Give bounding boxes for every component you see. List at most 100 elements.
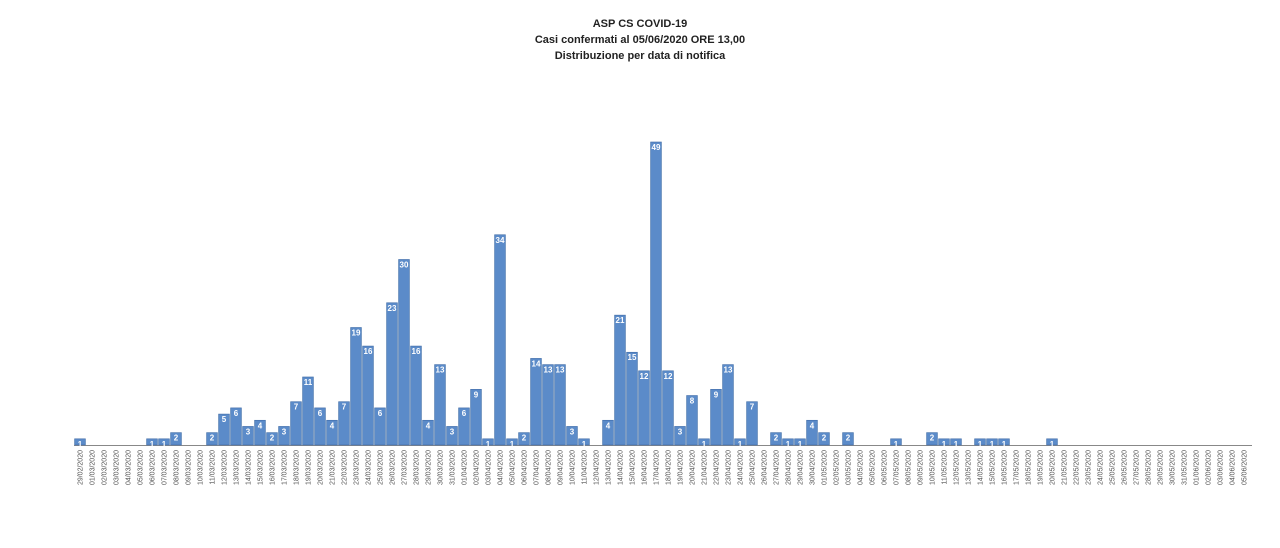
data-label: 30 bbox=[400, 260, 409, 269]
data-label: 3 bbox=[282, 427, 287, 436]
x-tick-label: 20/04/2020 bbox=[690, 450, 697, 485]
data-label: 2 bbox=[822, 434, 827, 443]
x-tick-label: 24/04/2020 bbox=[738, 450, 745, 485]
x-tick-label: 21/03/2020 bbox=[330, 450, 337, 485]
bar bbox=[446, 426, 458, 446]
x-tick-label: 19/03/2020 bbox=[306, 450, 313, 485]
bar bbox=[662, 370, 674, 446]
data-label: 2 bbox=[846, 434, 851, 443]
x-tick-label: 09/04/2020 bbox=[558, 450, 565, 485]
x-tick-label: 04/05/2020 bbox=[858, 450, 865, 485]
data-label: 7 bbox=[750, 403, 755, 412]
x-tick-label: 17/03/2020 bbox=[282, 450, 289, 485]
bar bbox=[710, 389, 722, 446]
x-tick-label: 03/06/2020 bbox=[1218, 450, 1225, 485]
x-tick-label: 07/05/2020 bbox=[894, 450, 901, 485]
x-tick-label: 25/05/2020 bbox=[1110, 450, 1117, 485]
x-tick-label: 04/04/2020 bbox=[498, 450, 505, 485]
data-label: 2 bbox=[930, 434, 935, 443]
chart-subtitle: Distribuzione per data di notifica bbox=[555, 50, 726, 62]
x-tick-label: 14/05/2020 bbox=[978, 450, 985, 485]
data-label: 9 bbox=[714, 390, 719, 399]
data-label: 1 bbox=[702, 440, 707, 449]
x-tick-label: 07/04/2020 bbox=[534, 450, 541, 485]
bar bbox=[674, 426, 686, 446]
x-tick-label: 09/03/2020 bbox=[186, 450, 193, 485]
x-tick-label: 27/03/2020 bbox=[402, 450, 409, 485]
bar bbox=[158, 438, 170, 446]
x-tick-label: 29/02/2020 bbox=[78, 450, 85, 485]
chart-subtitle: Casi confermati al 05/06/2020 ORE 13,00 bbox=[535, 34, 745, 46]
data-label: 1 bbox=[78, 440, 83, 449]
data-label: 1 bbox=[1050, 440, 1055, 449]
data-label: 21 bbox=[616, 316, 625, 325]
x-tick-label: 22/04/2020 bbox=[714, 450, 721, 485]
data-label: 6 bbox=[378, 409, 383, 418]
bar bbox=[362, 345, 374, 446]
x-tick-label: 14/04/2020 bbox=[618, 450, 625, 485]
data-label: 1 bbox=[954, 440, 959, 449]
data-label: 6 bbox=[462, 409, 467, 418]
data-label: 3 bbox=[570, 427, 575, 436]
data-label: 1 bbox=[738, 440, 743, 449]
x-tick-label: 19/04/2020 bbox=[678, 450, 685, 485]
bar bbox=[890, 438, 902, 446]
x-tick-label: 23/05/2020 bbox=[1086, 450, 1093, 485]
x-tick-label: 25/03/2020 bbox=[378, 450, 385, 485]
x-tick-label: 28/05/2020 bbox=[1146, 450, 1153, 485]
x-tick-label: 24/05/2020 bbox=[1098, 450, 1105, 485]
bar bbox=[986, 438, 998, 446]
bar bbox=[818, 432, 830, 446]
x-tick-label: 30/05/2020 bbox=[1170, 450, 1177, 485]
bar bbox=[938, 438, 950, 446]
x-tick-label: 19/05/2020 bbox=[1038, 450, 1045, 485]
x-tick-label: 30/04/2020 bbox=[810, 450, 817, 485]
bar bbox=[206, 432, 218, 446]
x-tick-label: 01/06/2020 bbox=[1194, 450, 1201, 485]
data-label: 7 bbox=[342, 403, 347, 412]
x-tick-label: 26/03/2020 bbox=[390, 450, 397, 485]
x-tick-label: 31/05/2020 bbox=[1182, 450, 1189, 485]
x-tick-label: 10/04/2020 bbox=[570, 450, 577, 485]
bar bbox=[302, 376, 314, 446]
bar bbox=[242, 426, 254, 446]
x-tick-label: 05/04/2020 bbox=[510, 450, 517, 485]
x-tick-label: 11/03/2020 bbox=[210, 450, 217, 485]
bar bbox=[842, 432, 854, 446]
data-label: 14 bbox=[532, 359, 541, 368]
bar bbox=[518, 432, 530, 446]
x-tick-label: 03/04/2020 bbox=[486, 450, 493, 485]
x-tick-label: 23/03/2020 bbox=[354, 450, 361, 485]
x-tick-label: 02/05/2020 bbox=[834, 450, 841, 485]
x-tick-label: 11/05/2020 bbox=[942, 450, 949, 485]
x-tick-label: 21/04/2020 bbox=[702, 450, 709, 485]
x-tick-label: 17/04/2020 bbox=[654, 450, 661, 485]
bar bbox=[506, 438, 518, 446]
data-label: 1 bbox=[942, 440, 947, 449]
data-label: 12 bbox=[664, 372, 673, 381]
x-tick-label: 18/03/2020 bbox=[294, 450, 301, 485]
x-tick-label: 17/05/2020 bbox=[1014, 450, 1021, 485]
data-label: 1 bbox=[162, 440, 167, 449]
bar bbox=[350, 327, 362, 446]
bar bbox=[950, 438, 962, 446]
x-tick-label: 16/04/2020 bbox=[642, 450, 649, 485]
data-label: 1 bbox=[798, 440, 803, 449]
x-tick-label: 01/03/2020 bbox=[90, 450, 97, 485]
x-tick-label: 10/05/2020 bbox=[930, 450, 937, 485]
bar bbox=[686, 395, 698, 446]
data-label: 11 bbox=[304, 378, 313, 387]
data-label: 9 bbox=[474, 390, 479, 399]
bar bbox=[146, 438, 158, 446]
x-tick-label: 28/04/2020 bbox=[786, 450, 793, 485]
x-tick-label: 27/05/2020 bbox=[1134, 450, 1141, 485]
bar bbox=[806, 419, 818, 446]
data-label: 2 bbox=[210, 434, 215, 443]
data-label: 16 bbox=[364, 347, 373, 356]
x-tick-label: 03/03/2020 bbox=[114, 450, 121, 485]
bar bbox=[470, 389, 482, 446]
x-tick-label: 01/04/2020 bbox=[462, 450, 469, 485]
data-label: 1 bbox=[1002, 440, 1007, 449]
x-tick-label: 13/05/2020 bbox=[966, 450, 973, 485]
data-label: 1 bbox=[150, 440, 155, 449]
